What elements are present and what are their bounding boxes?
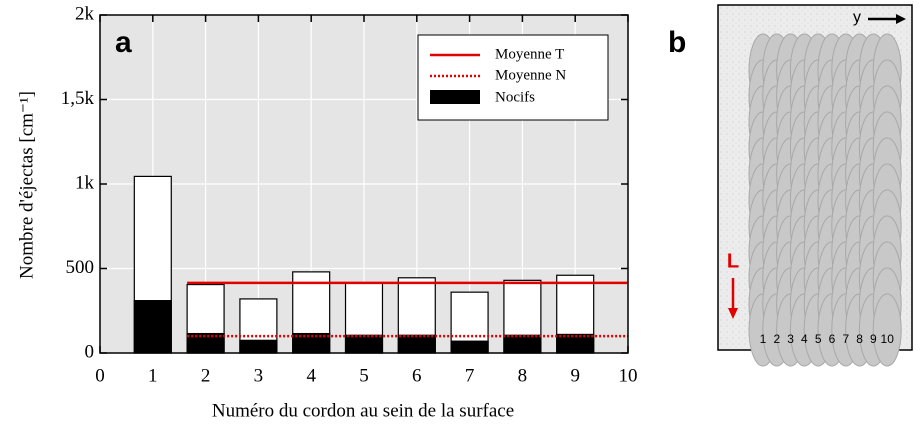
x-tick-label: 4 bbox=[306, 365, 316, 386]
x-tick-label: 2 bbox=[201, 365, 211, 386]
y-tick-label: 1k bbox=[75, 172, 95, 193]
y-tick-label: 500 bbox=[66, 257, 95, 278]
legend-label: Moyenne T bbox=[495, 46, 564, 62]
panel-label: b bbox=[668, 26, 686, 59]
x-tick-label: 8 bbox=[518, 365, 528, 386]
bead-numbers: 1 2 3 4 5 6 7 8 9 10 bbox=[760, 332, 895, 346]
bead-number: 3 bbox=[787, 332, 794, 346]
bead-number: 1 bbox=[760, 332, 767, 346]
y-tick-label: 2k bbox=[75, 3, 95, 24]
bead-number: 10 bbox=[881, 332, 895, 346]
y-direction-label: y bbox=[853, 9, 861, 26]
x-tick-label: 10 bbox=[619, 365, 638, 386]
x-tick-label: 6 bbox=[412, 365, 422, 386]
bead-number: 4 bbox=[801, 332, 808, 346]
x-axis-label: Numéro du cordon au sein de la surface bbox=[212, 400, 514, 421]
legend-box bbox=[417, 34, 609, 121]
y-tick-label: 0 bbox=[85, 341, 95, 362]
legend: Moyenne T Moyenne N Nocifs bbox=[417, 34, 609, 121]
y-axis-label: Nombre d'éjectas [cm⁻¹] bbox=[16, 91, 37, 279]
legend-label: Moyenne N bbox=[495, 67, 566, 83]
x-tick-label: 3 bbox=[254, 365, 264, 386]
bar bbox=[133, 300, 172, 354]
bead-diagram bbox=[748, 33, 902, 367]
l-arrow-head bbox=[728, 308, 738, 319]
x-tick-label: 0 bbox=[95, 365, 105, 386]
legend-swatch bbox=[430, 90, 480, 104]
x-tick-label: 5 bbox=[359, 365, 369, 386]
legend-label: Nocifs bbox=[495, 89, 535, 105]
x-tick-label: 7 bbox=[465, 365, 475, 386]
bead-number: 8 bbox=[856, 332, 863, 346]
bead-number: 7 bbox=[842, 332, 849, 346]
x-tick-label: 1 bbox=[148, 365, 158, 386]
panel-label: a bbox=[115, 26, 132, 59]
bead bbox=[872, 293, 902, 367]
bead-number: 2 bbox=[773, 332, 780, 346]
l-direction-label: L bbox=[727, 250, 739, 272]
bead-number: 9 bbox=[870, 332, 877, 346]
marks bbox=[133, 175, 628, 354]
x-tick-label: 9 bbox=[570, 365, 580, 386]
y-tick-label: 1,5k bbox=[61, 88, 95, 109]
y-arrow-head bbox=[896, 14, 906, 24]
bead-number: 6 bbox=[829, 332, 836, 346]
bead-number: 5 bbox=[815, 332, 822, 346]
